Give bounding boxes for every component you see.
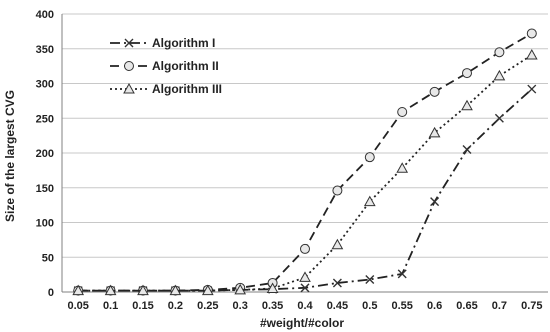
triangle-marker: [493, 69, 506, 81]
x-tick-label: 0.3: [233, 300, 248, 312]
triangle-marker: [266, 282, 279, 294]
triangle-marker: [525, 48, 538, 60]
x-marker: [462, 145, 472, 155]
x-marker: [124, 38, 134, 48]
y-tick-label: 200: [36, 148, 54, 160]
x-tick-labels: 0.05 0.1 0.15 0.2 0.25 0.3 0.35 0.4 0.45 0.5 0.55 0…: [67, 300, 542, 312]
x-tick-label: 0.65: [456, 300, 477, 312]
circle-marker: [462, 68, 472, 79]
y-tick-label: 50: [42, 252, 54, 264]
x-tick-label: 0.4: [297, 300, 313, 312]
y-tick-label: 300: [36, 79, 54, 91]
legend-label: Algorithm I: [152, 36, 215, 50]
triangle-marker: [137, 284, 149, 296]
x-tick-label: 0.5: [362, 300, 377, 312]
x-tick-label: 0.45: [327, 300, 348, 312]
series-line: [78, 54, 533, 292]
series-lines: [72, 28, 538, 296]
x-tick-label: 0.05: [67, 300, 88, 312]
circle-marker: [526, 28, 537, 39]
x-axis-title: #weight/#color: [260, 316, 344, 330]
circle-marker: [332, 185, 343, 196]
y-tick-label: 0: [48, 287, 54, 299]
triangle-marker: [363, 195, 376, 207]
y-tick-labels: 0 50 100 150 200 250 300 350 400: [36, 9, 54, 299]
x-marker: [430, 197, 440, 207]
gridlines: [62, 13, 548, 258]
legend-entry-3: Algorithm III: [110, 82, 222, 96]
legend-entry-1: Algorithm I: [110, 36, 215, 50]
y-tick-label: 100: [36, 218, 54, 230]
x-tick-label: 0.25: [197, 300, 218, 312]
legend-entry-2: Algorithm II: [110, 59, 219, 73]
series-line: [78, 88, 533, 292]
legend-label: Algorithm III: [152, 82, 222, 96]
y-tick-label: 350: [36, 44, 54, 56]
triangle-marker: [123, 82, 135, 94]
triangle-marker: [234, 283, 247, 295]
x-marker: [300, 283, 310, 293]
x-marker: [494, 113, 504, 123]
circle-marker: [364, 152, 375, 163]
y-axis-title: Size of the largest CVG: [3, 90, 17, 222]
triangle-marker: [169, 284, 182, 296]
y-tick-label: 400: [36, 9, 54, 21]
x-tick-label: 0.35: [262, 300, 283, 312]
triangle-marker: [331, 238, 344, 250]
triangle-marker: [201, 284, 214, 296]
triangle-marker: [299, 271, 311, 282]
x-marker: [365, 274, 375, 284]
x-tick-label: 0.7: [492, 300, 507, 312]
circle-marker: [494, 47, 505, 58]
x-tick-label: 0.6: [427, 300, 442, 312]
triangle-marker: [461, 99, 473, 111]
series-3: [72, 48, 538, 296]
circle-marker: [300, 243, 310, 254]
legend: Algorithm I Algorithm II Algorithm III: [110, 36, 222, 96]
triangle-marker: [72, 284, 85, 296]
triangle-marker: [104, 284, 117, 296]
series-1: [73, 84, 537, 296]
circle-marker: [429, 86, 440, 97]
y-tick-label: 250: [36, 113, 54, 125]
x-tick-label: 0.75: [521, 300, 542, 312]
triangle-marker: [396, 162, 409, 173]
series-2: [73, 28, 537, 296]
x-tick-label: 0.1: [103, 300, 118, 312]
x-marker: [332, 278, 342, 288]
y-tick-label: 150: [36, 183, 54, 195]
circle-marker: [124, 61, 134, 71]
circle-marker: [397, 106, 408, 117]
x-tick-label: 0.15: [132, 300, 153, 312]
x-marker: [397, 269, 407, 279]
x-marker: [527, 84, 537, 94]
legend-label: Algorithm II: [152, 59, 219, 73]
triangle-marker: [428, 126, 441, 138]
x-tick-label: 0.55: [391, 300, 412, 312]
x-tick-label: 0.2: [168, 300, 183, 312]
